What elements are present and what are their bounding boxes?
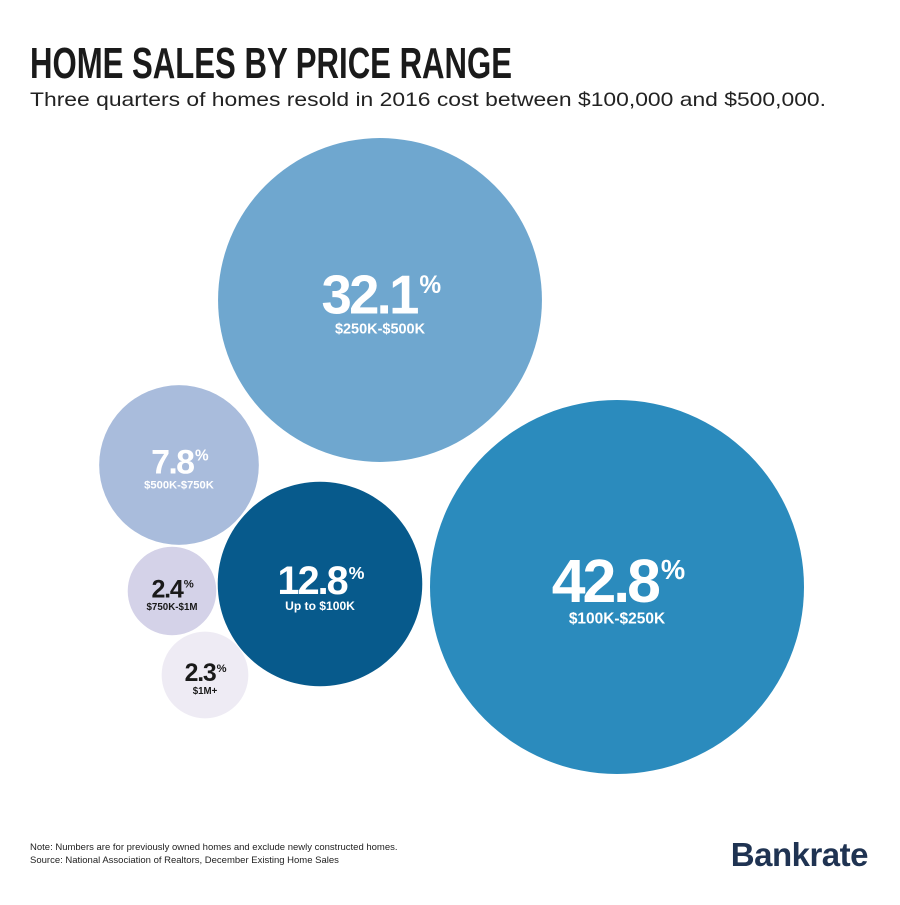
value-label: 2.4%: [151, 575, 193, 603]
value-label: 7.8%: [151, 443, 209, 481]
note: Note: Numbers are for previously owned h…: [30, 842, 398, 853]
category-label: $750K-$1M: [146, 602, 197, 613]
category-label: $1M+: [193, 686, 218, 697]
bubble: [217, 481, 423, 687]
value-label: 32.1%: [322, 265, 442, 326]
bubble: [99, 385, 259, 545]
bubbles: 32.1 %$250K-$500K 7.8 %$500K-$750K 2.4%$750K…: [99, 138, 804, 774]
category-label: $500K-$750K: [144, 479, 214, 491]
chart-subtitle: Three quarters of homes resold in 2016 c…: [30, 89, 826, 111]
bubble: [161, 631, 249, 719]
bubble: [127, 546, 217, 636]
value-label: 12.8%: [278, 559, 365, 603]
category-label: $100K-$250K: [569, 610, 666, 627]
category-label: Up to $100K: [285, 599, 355, 613]
source: Source: National Association of Realtors…: [30, 855, 339, 866]
brand-logo: Bankrate: [731, 836, 868, 873]
bubble: [430, 400, 804, 774]
value-label: 2.3%: [185, 660, 227, 687]
category-label: $250K-$500K: [335, 321, 426, 337]
bubble: [218, 138, 542, 462]
chart-title: HOME SALES BY PRICE RANGE: [30, 39, 512, 88]
